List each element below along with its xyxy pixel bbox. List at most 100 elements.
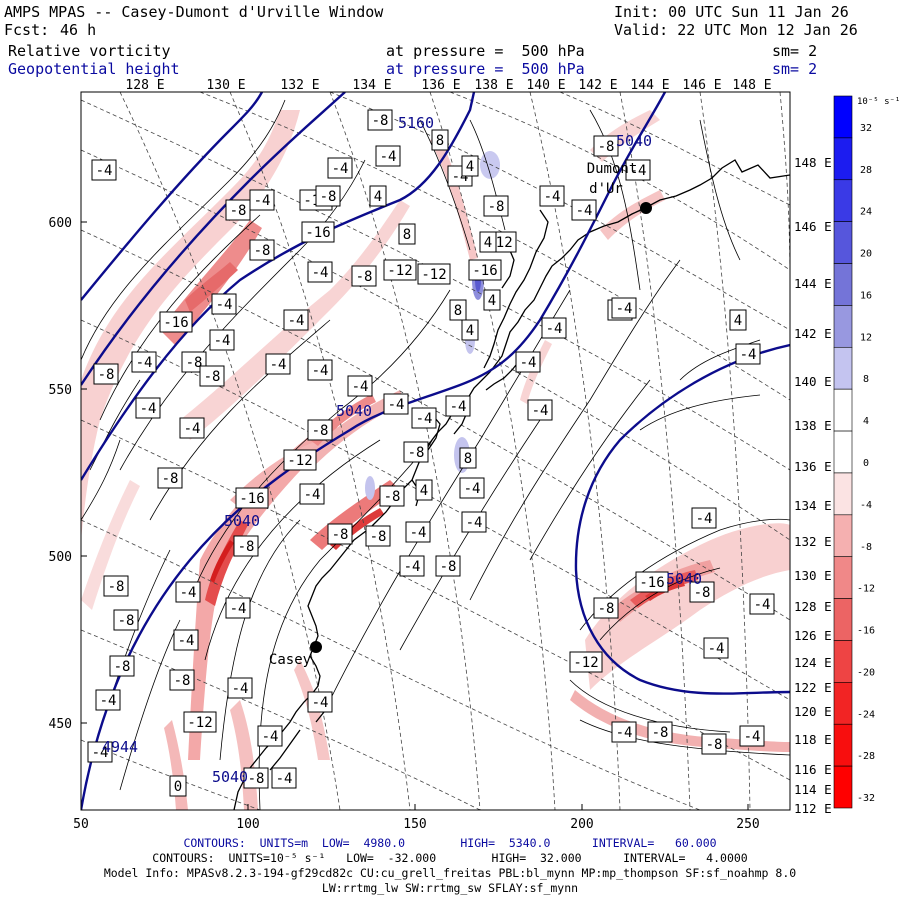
vort-label-box [415,479,433,501]
colorbar-label: 28 [860,165,872,176]
vort-label: -12 [421,267,446,283]
vort-label-box [461,155,479,177]
vort-label: -4 [380,149,397,165]
vort-label: -12 [287,453,312,469]
vort-label: -4 [312,363,329,379]
vort-label-box [227,677,253,699]
vort-label-box [307,359,333,381]
valid-time: Valid: 22 UTC Mon 12 Jan 26 [614,21,858,39]
right-lon-label: 128 E [794,599,832,614]
vort-label: -12 [387,263,412,279]
right-lon-label: 144 E [794,276,832,291]
vort-label-box [405,521,431,543]
vort-label: -4 [184,421,201,437]
vort-label: -8 [98,367,115,383]
colorbar-swatch [833,346,853,390]
vort-label: 0 [174,779,182,795]
vort-label-box [135,397,161,419]
right-lon-label: 116 E [794,762,832,777]
field2-level: at pressure = 500 hPa [386,60,585,78]
vort-label-box [541,317,567,339]
vort-label-box [109,655,135,677]
vort-label: 4 [488,293,496,309]
vort-label-box [539,185,565,207]
vort-label-box [95,689,121,711]
colorbar-label: 4 [863,416,869,427]
vort-label: -8 [598,601,615,617]
vort-label-box [307,691,333,713]
vort-label-box [327,523,353,545]
vort-label-box [209,329,235,351]
vort-label-box [169,775,187,797]
top-lon-label: 144 E [630,78,669,93]
colorbar-label: 0 [863,458,869,469]
right-lon-label: 126 E [794,628,832,643]
right-lon-label: 118 E [794,732,832,747]
vort-label: -4 [404,559,421,575]
vort-label: -12 [187,715,212,731]
vort-label: -4 [744,729,761,745]
vort-label: -4 [754,597,771,613]
vort-label-box [479,231,497,253]
vort-label: -4 [262,729,279,745]
top-lon-label: 140 E [526,78,565,93]
vort-label: -4 [464,481,481,497]
vort-label: -4 [616,301,633,317]
top-lon-label: 128 E [125,78,164,93]
vort-label-box [431,129,449,151]
vort-label-box [283,449,317,471]
vort-label: -4 [270,357,287,373]
vort-label-box [131,351,157,373]
vort-label-box [417,263,451,285]
vort-label-box [307,419,333,441]
vort-label: -8 [356,269,373,285]
vort-label: 4 [466,323,474,339]
vort-label: -4 [332,161,349,177]
vort-label: -4 [276,771,293,787]
vort-label-box [347,375,373,397]
y-tick-label: 550 [49,383,72,398]
height-label: 5040 [616,132,652,150]
vort-label-box [87,741,113,763]
vort-label-box [271,767,297,789]
vort-label-box [93,363,119,385]
forecast-label: Fcst: [4,21,50,39]
vort-label-box [461,319,479,341]
colorbar-label: 8 [863,374,869,385]
x-tick-label: 150 [403,817,426,832]
vort-label-box [375,145,401,167]
vort-label: -8 [320,189,337,205]
vort-label-box [157,467,183,489]
colorbar-label: -32 [857,793,875,804]
vort-label: 4 [420,483,428,499]
top-lon-label: 148 E [732,78,771,93]
vort-label: -4 [100,693,117,709]
vort-label-box [571,199,597,221]
init-time: Init: 00 UTC Sun 11 Jan 26 [614,3,849,21]
vort-label-box [283,309,309,331]
vort-label-box [299,483,325,505]
colorbar-swatch [833,263,853,306]
vort-label-box [327,157,353,179]
height-label: 5040 [224,512,260,530]
vort-label: -4 [388,397,405,413]
colorbar: 10⁻⁵ s⁻¹ 32 28 24 20 16 12 8 4 0 -4 -8 -12 -16 -20 -24 -… [833,95,900,809]
colorbar-label: 12 [860,332,872,343]
vort-label: -4 [312,265,329,281]
height-label: 5040 [212,768,248,786]
vort-label: -8 [706,737,723,753]
dumont-durville-station-marker [640,202,652,214]
model-title: AMPS MPAS -- Casey-Dumont d'Urville Wind… [4,3,384,21]
vort-label: -16 [163,315,188,331]
field1-level: at pressure = 500 hPa [386,42,585,60]
casey-station-marker [310,641,322,653]
footer-physics-info: LW:rrtmg_lw SW:rrtmg_sw SFLAY:sf_mynn [321,881,579,895]
right-lon-label: 146 E [794,219,832,234]
vort-label: -8 [652,725,669,741]
vort-label-box [225,199,251,221]
vort-label: -4 [708,641,725,657]
vort-label-box [445,395,471,417]
vort-label-box [225,597,251,619]
vort-label-box [103,575,129,597]
